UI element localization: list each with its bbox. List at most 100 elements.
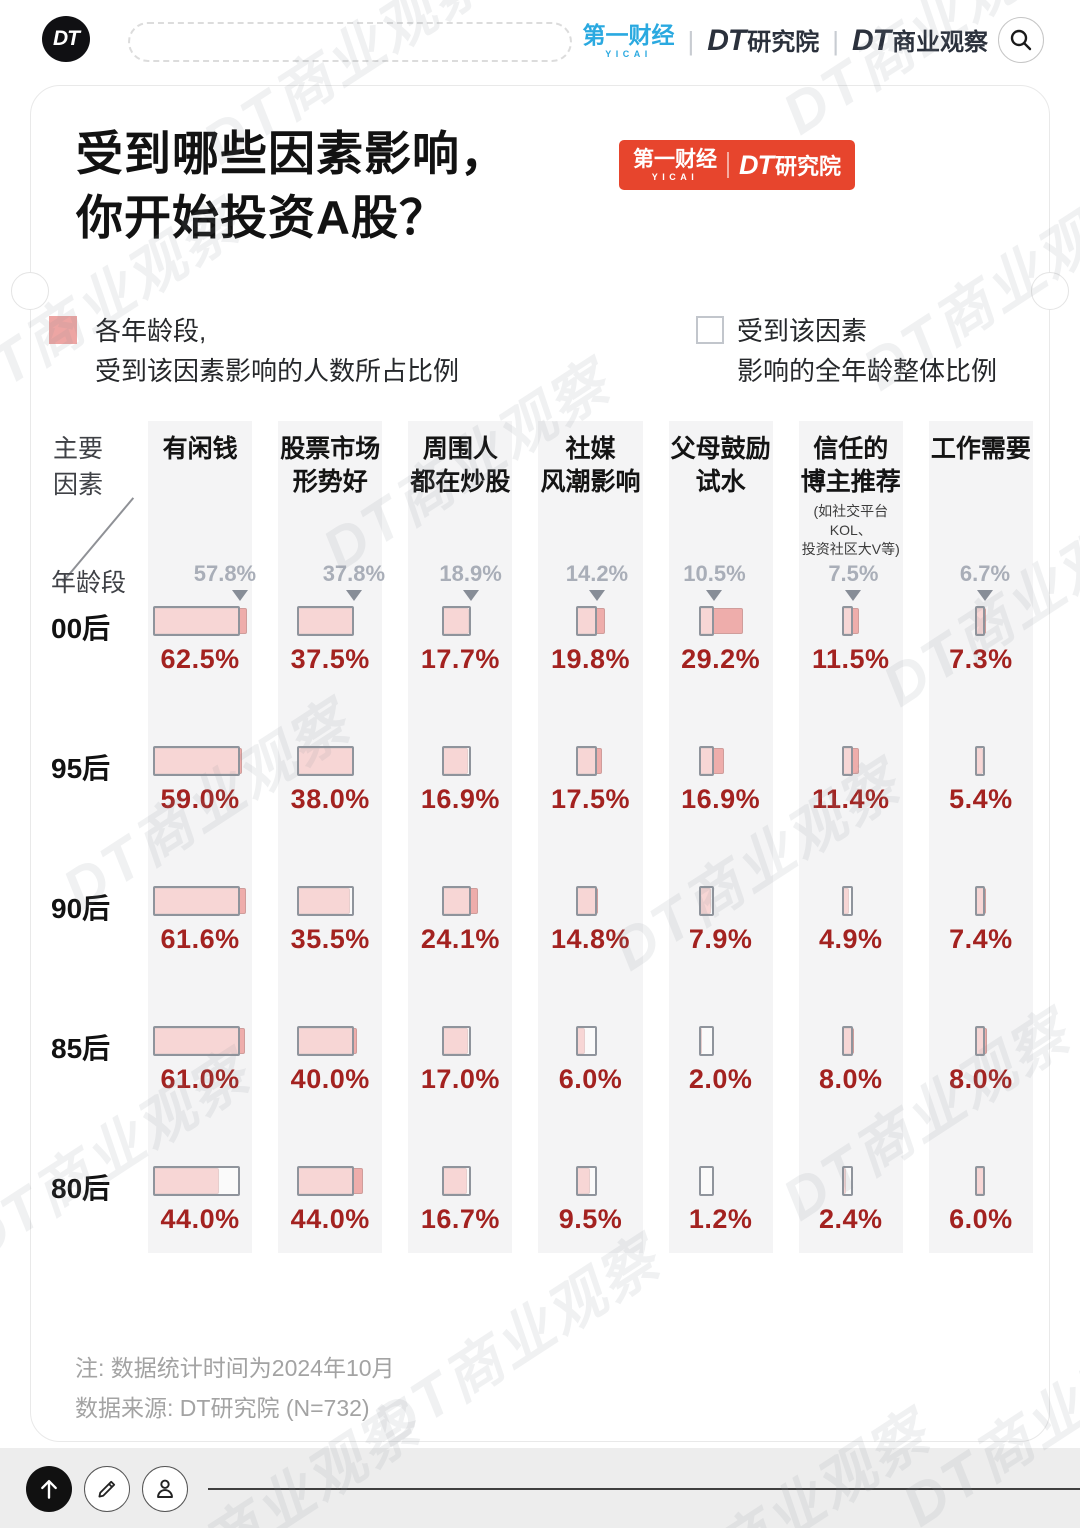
bar-cell: 35.5% — [278, 841, 382, 981]
factor-header: 有闲钱 — [148, 421, 252, 561]
column-strips — [49, 421, 1033, 1253]
dt-research-name: 研究院 — [747, 29, 820, 56]
table-row: 80后 44.0% 44.0% 16.7% 9.5% 1.2% 2.4% 6.0% — [49, 1121, 1033, 1261]
bar-wrapper — [842, 746, 860, 776]
bar-cell: 18.9% 17.7% — [408, 561, 512, 701]
bar-cell: 1.2% — [669, 1121, 773, 1261]
bar-wrapper — [442, 1026, 478, 1056]
scroll-top-button[interactable] — [26, 1466, 72, 1512]
overall-bar — [153, 1026, 240, 1056]
bar-cell: 17.0% — [408, 981, 512, 1121]
bar-cell: 44.0% — [148, 1121, 252, 1261]
overall-bar — [153, 886, 240, 916]
factor-header: 股票市场 形势好 — [278, 421, 382, 561]
value-label: 7.9% — [688, 924, 753, 954]
bar-wrapper: 14.2% — [566, 561, 628, 636]
bar-wrapper — [698, 746, 743, 776]
search-button[interactable] — [998, 17, 1044, 63]
factor-header: 工作需要 — [929, 421, 1033, 561]
value-label: 7.4% — [949, 924, 1013, 954]
factor-label: 信任的 — [813, 435, 889, 463]
bar-wrapper — [842, 1026, 859, 1056]
card-notch-left — [11, 272, 49, 310]
column-strip — [928, 421, 1033, 1253]
overall-bar — [698, 1166, 715, 1196]
page-title-line2: 你开始投资A股？ — [76, 191, 447, 244]
footnote-line2: 数据来源: DT研究院 (N=732) — [75, 1395, 370, 1421]
overall-bar — [698, 606, 715, 636]
overall-bar — [153, 606, 240, 636]
overall-bar — [575, 1166, 597, 1196]
legend-overall-line1: 受到该因素 — [737, 316, 868, 346]
bar-cell: 6.7% 7.3% — [929, 561, 1033, 701]
overall-label: 7.5% — [828, 561, 879, 586]
brand-row: 第一财经 YICAI | DT 研究院 | DT 商业观察 — [582, 17, 988, 65]
row-label-cell: 80后 — [49, 1121, 122, 1261]
overall-bar — [575, 1026, 597, 1056]
table-row: 90后 61.6% 35.5% 24.1% 14.8% 7.9% 4.9% 7.4% — [49, 841, 1033, 981]
bar-wrapper — [698, 1026, 743, 1056]
overall-bar — [974, 886, 985, 916]
bar-wrapper: 57.8% — [153, 561, 256, 636]
value-label: 4.9% — [819, 924, 883, 954]
value-label: 14.8% — [550, 924, 631, 954]
bar-wrapper — [297, 1166, 364, 1196]
factor-label: 工作需要 — [930, 435, 1031, 463]
row-label: 85后 — [51, 1033, 111, 1064]
overall-label: 14.2% — [565, 561, 629, 586]
row-label: 00后 — [51, 613, 111, 644]
main-factor-axis-label: 主要 因素 — [53, 431, 103, 503]
bar-cell: 61.0% — [148, 981, 252, 1121]
dt-research-logo: DT 研究院 — [707, 26, 819, 56]
badge-dt-prefix: DT — [739, 149, 774, 180]
factor-label: 社媒 — [565, 435, 616, 463]
bar-wrapper: 10.5% — [683, 561, 746, 636]
page-title: 受到哪些因素影响， 你开始投资A股？ — [76, 122, 508, 250]
table-row: 95后 59.0% 38.0% 16.9% 17.5% 16.9% 11.4% 5.4% — [49, 701, 1033, 841]
bar-wrapper — [974, 1166, 987, 1196]
bar-cell: 8.0% — [799, 981, 903, 1121]
user-icon — [157, 1479, 173, 1498]
bar-wrapper — [974, 1026, 987, 1056]
bar-cell: 7.4% — [929, 841, 1033, 981]
factor-label: 周围人 — [422, 435, 498, 463]
overall-marker-icon — [706, 590, 723, 601]
legend-overall-swatch — [696, 316, 724, 344]
search-input[interactable] — [128, 22, 572, 62]
factor-header: 父母鼓励 试水 — [669, 421, 773, 561]
bar-cell: 59.0% — [148, 701, 252, 841]
value-label: 8.0% — [949, 1064, 1013, 1094]
value-label: 1.2% — [688, 1204, 753, 1234]
factor-label: 都在炒股 — [410, 468, 511, 496]
table-row: 年龄段 00后 57.8% 62.5% 37.8% 37.5% 18.9% 17.7% 14.2… — [49, 561, 1033, 701]
yicai-logo-subtext: YICAI — [605, 48, 652, 59]
yicai-logo: 第一财经 YICAI — [582, 23, 674, 59]
overall-bar — [442, 1026, 471, 1056]
column-strip — [278, 421, 383, 1253]
bar-cell: 6.0% — [538, 981, 642, 1121]
column-strip — [408, 421, 513, 1253]
top-bar: DT 第一财经 YICAI | DT 研究院 | DT 商业观察 — [0, 0, 1080, 85]
bar-cell: 16.9% — [408, 701, 512, 841]
bar-wrapper — [153, 886, 247, 916]
edit-button[interactable] — [84, 1466, 130, 1512]
value-label: 6.0% — [949, 1204, 1013, 1234]
badge-separator — [727, 152, 729, 178]
value-label: 37.5% — [290, 644, 370, 674]
table-row: 85后 61.0% 40.0% 17.0% 6.0% 2.0% 8.0% 8.0% — [49, 981, 1033, 1121]
bar-wrapper — [442, 746, 478, 776]
legend-overall-line2: 影响的全年龄整体比例 — [737, 356, 998, 386]
overall-bar — [575, 606, 597, 636]
brand-separator: | — [687, 25, 695, 56]
chart-rows: 年龄段 00后 57.8% 62.5% 37.8% 37.5% 18.9% 17.7% 14.2… — [49, 561, 1033, 1261]
dt-logo[interactable]: DT — [42, 16, 90, 62]
axis-corner: 主要 因素 — [49, 421, 135, 583]
bar-wrapper — [575, 1166, 606, 1196]
bar-wrapper — [575, 886, 606, 916]
overall-bar — [442, 1166, 471, 1196]
value-label: 62.5% — [160, 644, 240, 674]
overall-marker-icon — [345, 590, 362, 601]
profile-button[interactable] — [142, 1466, 188, 1512]
overall-bar — [974, 606, 985, 636]
overall-bar — [698, 746, 715, 776]
